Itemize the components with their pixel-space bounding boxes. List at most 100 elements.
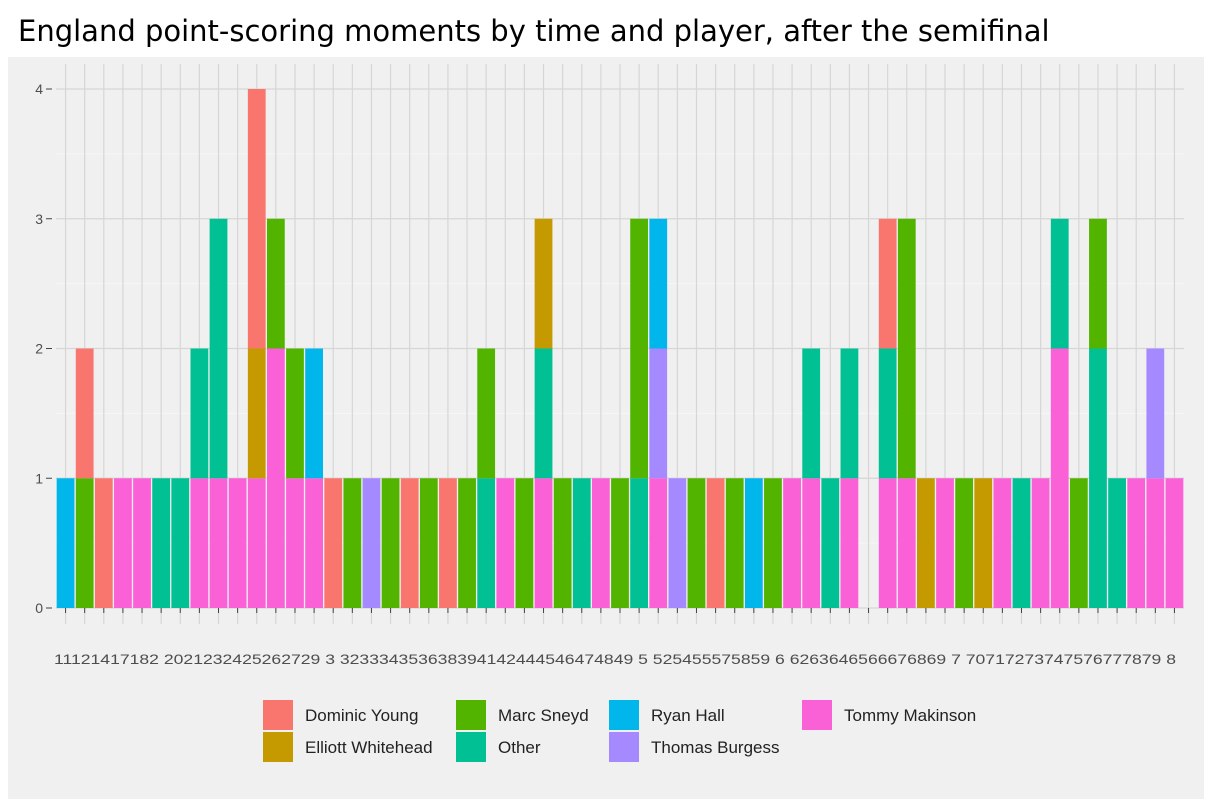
bar-segment: [840, 478, 859, 608]
bar-segment: [572, 478, 591, 608]
bar-segment: [305, 478, 323, 608]
bar-segment: [324, 478, 343, 608]
bar-segment: [1031, 478, 1050, 608]
bar-segment: [1146, 348, 1165, 479]
legend-swatch: [609, 732, 639, 762]
bar-segment: [515, 478, 534, 608]
bar-segment: [611, 478, 629, 608]
bar-segment: [897, 478, 916, 608]
bar-segment: [286, 478, 304, 608]
bar-segment: [821, 478, 840, 608]
bar-segment: [305, 348, 323, 479]
legend-label: Tommy Makinson: [844, 706, 976, 725]
bar-segment: [1050, 218, 1069, 349]
bar-segment: [190, 348, 209, 479]
bar-segment: [668, 478, 687, 608]
bar-segment: [1089, 348, 1107, 608]
legend-label: Dominic Young: [305, 706, 418, 725]
legend-label: Ryan Hall: [651, 706, 725, 725]
bar-segment: [1146, 478, 1165, 608]
chart-title: England point-scoring moments by time an…: [18, 14, 1050, 48]
bar-segment: [630, 218, 649, 479]
y-tick-label: 4: [35, 81, 43, 97]
chart-background: [8, 57, 1204, 799]
bar-segment: [400, 478, 419, 608]
bar-segment: [133, 478, 151, 608]
bar-segment: [343, 478, 362, 608]
bars: [56, 89, 1184, 608]
bar-segment: [974, 478, 993, 608]
bar-segment: [419, 478, 438, 608]
bar-segment: [152, 478, 171, 608]
legend-label: Elliott Whitehead: [305, 738, 433, 757]
bar-segment: [591, 478, 610, 608]
bar-segment: [114, 478, 132, 608]
bar-segment: [477, 478, 496, 608]
bar-segment: [1108, 478, 1126, 608]
bar-segment: [630, 478, 649, 608]
bar-segment: [878, 348, 897, 479]
bar-segment: [75, 348, 94, 479]
bar-segment: [1012, 478, 1031, 608]
bar-segment: [247, 89, 266, 349]
bar-segment: [917, 478, 935, 608]
bar-segment: [56, 478, 75, 608]
bar-segment: [878, 478, 897, 608]
bar-segment: [706, 478, 725, 608]
legend-swatch: [609, 700, 639, 730]
bar-segment: [840, 348, 859, 479]
bar-segment: [496, 478, 515, 608]
bar-segment: [171, 478, 190, 608]
bar-segment: [725, 478, 744, 608]
legend-label: Thomas Burgess: [651, 738, 780, 757]
bar-segment: [247, 478, 266, 608]
bar-segment: [802, 348, 821, 479]
bar-segment: [362, 478, 381, 608]
bar-segment: [955, 478, 974, 608]
y-tick-label: 2: [35, 341, 43, 357]
x-axis-ticks: 11121417182 202123242526272​9 3 32333435…: [54, 608, 1176, 667]
bar-segment: [936, 478, 954, 608]
bar-segment: [1089, 218, 1107, 349]
bar-segment: [649, 218, 668, 349]
bar-segment: [247, 348, 266, 479]
y-tick-label: 0: [35, 600, 43, 616]
bar-segment: [1050, 348, 1069, 608]
bar-segment: [534, 218, 553, 349]
bar-segment: [209, 218, 228, 479]
bar-segment: [687, 478, 706, 608]
legend-label: Other: [498, 738, 541, 757]
bar-segment: [878, 218, 897, 349]
y-axis-ticks: 0 1 2 3 4: [35, 81, 52, 616]
bar-segment: [649, 478, 668, 608]
bar-segment: [897, 218, 916, 479]
y-tick-label: 1: [35, 470, 43, 486]
legend-swatch: [263, 732, 293, 762]
bar-segment: [477, 348, 496, 479]
bar-segment: [534, 478, 553, 608]
bar-segment: [993, 478, 1012, 608]
bar-segment: [209, 478, 228, 608]
bar-segment: [266, 348, 285, 608]
bar-segment: [649, 348, 668, 479]
bar-segment: [94, 478, 113, 608]
bar-segment: [1165, 478, 1184, 608]
bar-segment: [439, 478, 457, 608]
bar-segment: [802, 478, 821, 608]
y-tick-label: 3: [35, 211, 43, 227]
bar-segment: [744, 478, 763, 608]
bar-segment: [381, 478, 400, 608]
bar-segment: [75, 478, 94, 608]
legend-swatch: [263, 700, 293, 730]
legend-label: Marc Sneyd: [498, 706, 589, 725]
bar-segment: [286, 348, 304, 479]
legend: Dominic Young Elliott Whitehead Marc Sneyd…: [263, 700, 976, 762]
bar-segment: [764, 478, 782, 608]
legend-swatch: [456, 732, 486, 762]
legend-swatch: [802, 700, 832, 730]
bar-segment: [228, 478, 247, 608]
bar-segment: [190, 478, 209, 608]
bar-segment: [783, 478, 801, 608]
bar-segment: [1069, 478, 1088, 608]
bar-segment: [534, 348, 553, 479]
